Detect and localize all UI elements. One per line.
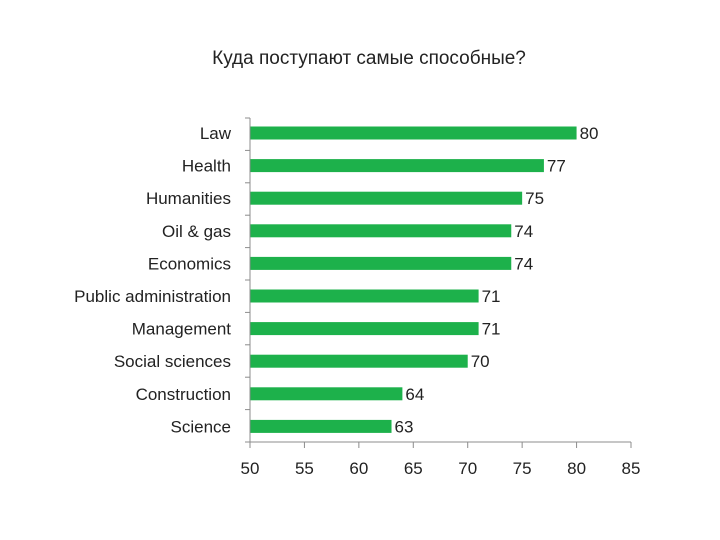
data-label: 75	[525, 189, 544, 208]
category-label: Economics	[148, 254, 231, 273]
x-tick-label: 55	[295, 459, 314, 478]
x-tick-label: 80	[567, 459, 586, 478]
data-label: 71	[482, 287, 501, 306]
x-tick-label: 50	[241, 459, 260, 478]
category-label: Health	[182, 157, 231, 176]
data-label: 71	[482, 320, 501, 339]
bar	[250, 224, 512, 238]
data-label: 64	[405, 385, 424, 404]
category-label: Social sciences	[114, 352, 231, 371]
x-tick-label: 75	[513, 459, 532, 478]
data-label: 74	[514, 222, 533, 241]
labels-layer: Law 80 Health 77 Humanities 75 Oil & gas 74 Econ…	[74, 124, 640, 478]
x-tick-label: 65	[404, 459, 423, 478]
bar	[250, 419, 392, 433]
category-label: Management	[132, 320, 232, 339]
data-label: 80	[580, 124, 599, 143]
bar	[250, 159, 544, 173]
category-label: Public administration	[74, 287, 231, 306]
category-label: Law	[200, 124, 232, 143]
bar	[250, 387, 403, 401]
bars-layer	[250, 126, 577, 433]
bar	[250, 256, 512, 270]
data-label: 74	[514, 254, 533, 273]
category-label: Humanities	[146, 189, 231, 208]
bar	[250, 191, 523, 205]
axis-layer	[245, 117, 632, 448]
bar	[250, 322, 479, 336]
bar	[250, 289, 479, 303]
bar	[250, 126, 577, 140]
data-label: 63	[395, 417, 414, 436]
x-tick-label: 60	[349, 459, 368, 478]
chart-title: Куда поступают самые способные?	[212, 48, 526, 69]
category-label: Construction	[136, 385, 231, 404]
bar	[250, 354, 468, 368]
category-label: Science	[171, 417, 231, 436]
data-label: 77	[547, 157, 566, 176]
x-tick-label: 70	[458, 459, 477, 478]
category-label: Oil & gas	[162, 222, 231, 241]
data-label: 70	[471, 352, 490, 371]
x-tick-label: 85	[622, 459, 641, 478]
